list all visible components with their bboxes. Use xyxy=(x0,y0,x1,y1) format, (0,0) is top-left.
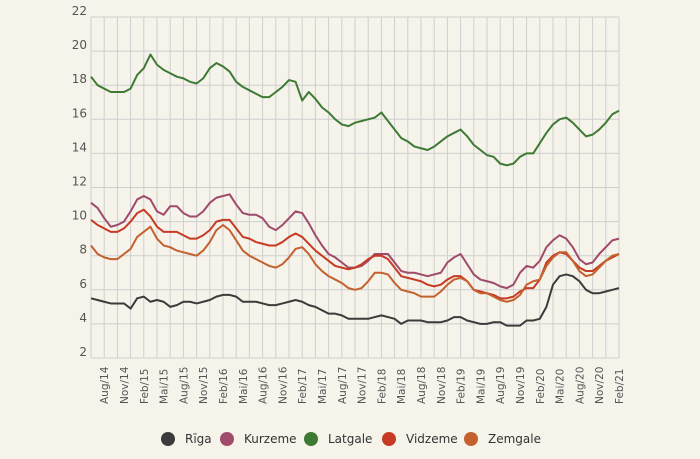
series-line-latgale xyxy=(90,53,620,167)
legend-label: Vidzeme xyxy=(406,432,458,446)
legend-label: Rīga xyxy=(185,432,212,446)
x-tick-label: Feb/20 xyxy=(535,369,547,405)
legend-label: Kurzeme xyxy=(244,432,297,446)
legend-marker xyxy=(161,432,175,446)
x-tick-label: Feb/21 xyxy=(614,369,626,405)
x-tick-label: Nov/19 xyxy=(515,367,527,404)
series-line-zemgale xyxy=(90,224,620,303)
x-tick-label: Aug/19 xyxy=(495,367,507,404)
y-tick-label: 16 xyxy=(72,106,87,120)
x-tick-label: Aug/14 xyxy=(99,366,111,404)
legend-label: Latgale xyxy=(328,432,372,446)
series-line-rga xyxy=(90,273,620,327)
y-tick-label: 4 xyxy=(79,311,87,325)
x-tick-label: Mai/18 xyxy=(396,369,408,404)
y-tick-label: 8 xyxy=(79,243,87,257)
x-tick-label: Aug/18 xyxy=(416,367,428,404)
y-tick-label: 12 xyxy=(72,175,87,189)
grid xyxy=(90,16,620,359)
legend-marker xyxy=(304,432,318,446)
legend: Rīga Kurzeme Latgale Vidzeme Zemgale xyxy=(161,432,541,446)
x-tick-label: Nov/17 xyxy=(357,367,369,404)
legend-label: Zemgale xyxy=(488,432,541,446)
x-tick-label: Mai/20 xyxy=(555,369,567,404)
y-tick-label: 2 xyxy=(79,345,87,359)
legend-marker xyxy=(382,432,396,446)
y-axis: 2 4 6 8 10 12 14 16 18 20 22 xyxy=(72,4,87,359)
x-tick-label: Nov/14 xyxy=(119,366,131,404)
y-tick-label: 6 xyxy=(79,277,87,291)
y-tick-label: 14 xyxy=(72,140,87,154)
series-lines xyxy=(90,53,620,327)
y-tick-label: 10 xyxy=(72,209,87,223)
x-tick-label: Feb/18 xyxy=(376,369,388,405)
y-tick-label: 18 xyxy=(72,72,87,86)
x-tick-label: Feb/15 xyxy=(139,369,151,405)
x-tick-label: Nov/20 xyxy=(594,367,606,404)
x-tick-label: Nov/18 xyxy=(436,367,448,404)
series-line-vidzeme xyxy=(90,208,620,300)
x-axis: Aug/14 Nov/14 Feb/15 Mai/15 Aug/15 Nov/15 Feb/… xyxy=(99,366,626,404)
x-tick-label: Aug/17 xyxy=(337,367,349,404)
x-tick-label: Feb/19 xyxy=(456,369,468,405)
x-tick-label: Aug/16 xyxy=(258,366,270,404)
x-tick-label: Mai/17 xyxy=(317,369,329,404)
y-tick-label: 20 xyxy=(72,38,87,52)
x-tick-label: Mai/15 xyxy=(159,369,171,404)
x-tick-label: Feb/17 xyxy=(297,369,309,405)
legend-marker xyxy=(464,432,478,446)
legend-marker xyxy=(220,432,234,446)
x-tick-label: Mai/19 xyxy=(475,369,487,404)
x-tick-label: Nov/15 xyxy=(198,367,210,404)
x-tick-label: Aug/15 xyxy=(178,367,190,404)
y-tick-label: 22 xyxy=(72,4,87,18)
x-tick-label: Aug/20 xyxy=(574,367,586,404)
x-tick-label: Feb/16 xyxy=(218,368,230,404)
x-tick-label: Nov/16 xyxy=(277,366,289,404)
x-tick-label: Mai/16 xyxy=(238,368,250,404)
